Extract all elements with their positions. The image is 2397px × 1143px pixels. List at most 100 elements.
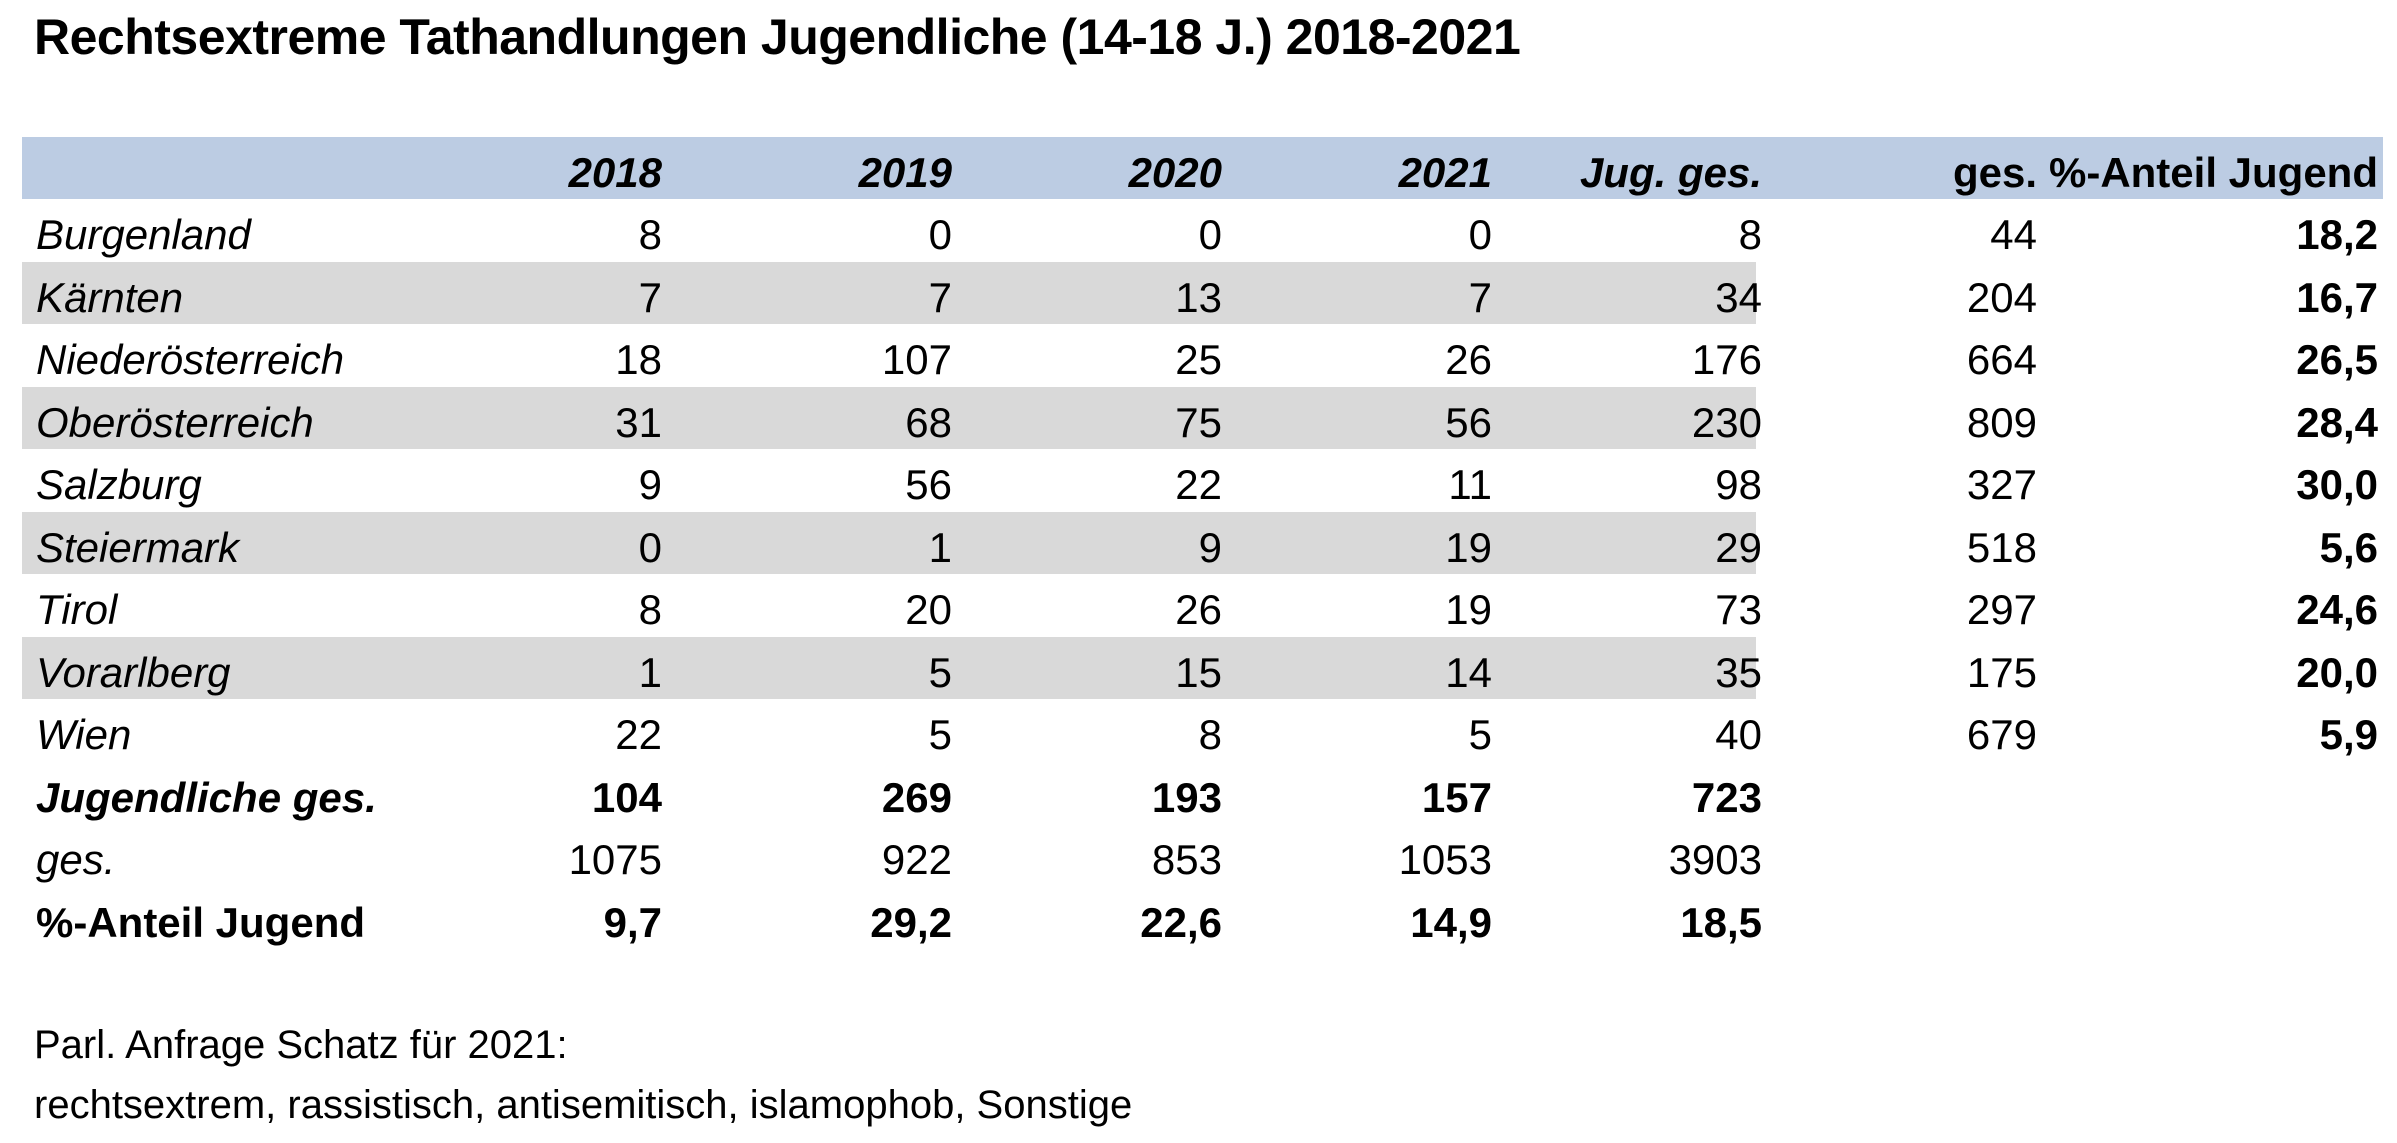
cell-2018: 104 bbox=[591, 773, 662, 821]
cell-jug-ges: 35 bbox=[1715, 648, 1762, 696]
column-header-2021: 2021 bbox=[1398, 149, 1492, 196]
cell-jug-ges: 40 bbox=[1715, 711, 1762, 758]
cell-anteil: 5,9 bbox=[2319, 711, 2378, 758]
cell-ges: 297 bbox=[1966, 586, 2037, 633]
cell-jug-ges: 29 bbox=[1715, 523, 1762, 571]
row-label: Oberösterreich bbox=[36, 398, 314, 446]
cell-ges: 204 bbox=[1966, 273, 2037, 321]
cell-2019: 269 bbox=[881, 773, 952, 821]
cell-2021: 26 bbox=[1445, 336, 1492, 383]
total-row-jugendliche: Jugendliche ges. 104 269 193 157 723 bbox=[22, 762, 2383, 825]
row-label: Tirol bbox=[36, 586, 118, 633]
cell-anteil: 28,4 bbox=[2296, 398, 2378, 446]
row-shade-band bbox=[22, 261, 1756, 324]
cell-ges: 44 bbox=[1990, 211, 2037, 258]
cell-anteil: 30,0 bbox=[2296, 461, 2378, 508]
row-label: Wien bbox=[36, 711, 132, 758]
cell-2020: 25 bbox=[1175, 336, 1222, 383]
cell-jug-ges: 98 bbox=[1715, 461, 1762, 508]
cell-2019: 68 bbox=[905, 398, 952, 446]
cell-2020: 8 bbox=[1198, 711, 1222, 758]
cell-2021: 0 bbox=[1468, 211, 1492, 258]
cell-2021: 19 bbox=[1445, 523, 1492, 571]
column-header-anteil: %-Anteil Jugend bbox=[2048, 149, 2378, 196]
cell-anteil: 16,7 bbox=[2296, 273, 2378, 321]
table-row: Tirol 8 20 26 19 73 297 24,6 bbox=[22, 574, 2383, 637]
cell-jug-ges: 230 bbox=[1691, 398, 1762, 446]
cell-2021: 19 bbox=[1445, 586, 1492, 633]
row-label: Burgenland bbox=[36, 211, 251, 258]
cell-2018: 8 bbox=[638, 586, 662, 633]
row-label: ges. bbox=[36, 836, 116, 883]
cell-2019: 20 bbox=[905, 586, 952, 633]
cell-jug-ges: 73 bbox=[1715, 586, 1762, 633]
cell-2020: 9 bbox=[1198, 523, 1222, 571]
column-header-ges: ges. bbox=[1952, 149, 2037, 196]
cell-jug-ges: 18,5 bbox=[1680, 898, 1762, 946]
cell-2019: 56 bbox=[905, 461, 952, 508]
cell-anteil: 24,6 bbox=[2296, 586, 2378, 633]
table-row: Vorarlberg 1 5 15 14 35 175 20,0 bbox=[22, 636, 2383, 699]
footnote-source: Parl. Anfrage Schatz für 2021: bbox=[34, 1023, 568, 1067]
column-header-jug-ges: Jug. ges. bbox=[1579, 149, 1762, 196]
row-label: %-Anteil Jugend bbox=[36, 898, 366, 946]
cell-2018: 8 bbox=[638, 211, 662, 258]
row-label: Kärnten bbox=[36, 273, 184, 321]
cell-2021: 56 bbox=[1445, 398, 1492, 446]
row-label: Steiermark bbox=[36, 523, 240, 571]
cell-ges: 679 bbox=[1966, 711, 2037, 758]
row-label: Jugendliche ges. bbox=[36, 773, 377, 821]
cell-2021: 5 bbox=[1468, 711, 1492, 758]
cell-2021: 157 bbox=[1421, 773, 1492, 821]
cell-2020: 15 bbox=[1175, 648, 1222, 696]
cell-anteil: 5,6 bbox=[2319, 523, 2378, 571]
cell-2018: 0 bbox=[638, 523, 662, 571]
row-shade-band bbox=[22, 636, 1756, 699]
cell-2020: 13 bbox=[1175, 273, 1222, 321]
cell-2018: 1075 bbox=[568, 836, 662, 883]
row-label: Vorarlberg bbox=[36, 648, 231, 696]
table-row: Oberösterreich 31 68 75 56 230 809 28,4 bbox=[22, 386, 2383, 449]
cell-jug-ges: 723 bbox=[1691, 773, 1762, 821]
cell-2020: 0 bbox=[1198, 211, 1222, 258]
cell-2020: 26 bbox=[1175, 586, 1222, 633]
cell-2020: 22,6 bbox=[1140, 898, 1222, 946]
cell-2019: 1 bbox=[928, 523, 952, 571]
cell-2019: 0 bbox=[928, 211, 952, 258]
cell-anteil: 18,2 bbox=[2296, 211, 2378, 258]
cell-ges: 518 bbox=[1966, 523, 2037, 571]
cell-2018: 31 bbox=[615, 398, 662, 446]
header-band bbox=[22, 137, 2383, 199]
cell-2021: 14 bbox=[1445, 648, 1492, 696]
column-header-2018: 2018 bbox=[568, 149, 662, 196]
cell-2021: 14,9 bbox=[1410, 898, 1492, 946]
row-label: Salzburg bbox=[36, 461, 202, 508]
cell-2018: 22 bbox=[615, 711, 662, 758]
cell-jug-ges: 34 bbox=[1715, 273, 1762, 321]
column-header-2020: 2020 bbox=[1128, 149, 1222, 196]
table-row: Wien 22 5 8 5 40 679 5,9 bbox=[22, 699, 2383, 762]
cell-2018: 9 bbox=[638, 461, 662, 508]
total-row-anteil: %-Anteil Jugend 9,7 29,2 22,6 14,9 18,5 bbox=[22, 887, 2383, 950]
cell-2020: 193 bbox=[1151, 773, 1222, 821]
cell-2020: 75 bbox=[1175, 398, 1222, 446]
row-shade-band bbox=[22, 386, 1756, 449]
cell-2019: 922 bbox=[881, 836, 952, 883]
cell-ges: 809 bbox=[1966, 398, 2037, 446]
cell-2021: 1053 bbox=[1398, 836, 1492, 883]
row-shade-band bbox=[22, 511, 1756, 574]
table-row: Salzburg 9 56 22 11 98 327 30,0 bbox=[22, 449, 2383, 512]
cell-2019: 107 bbox=[881, 336, 952, 383]
cell-2021: 11 bbox=[1448, 461, 1492, 508]
cell-ges: 175 bbox=[1966, 648, 2037, 696]
total-row-gesamt: ges. 1075 922 853 1053 3903 bbox=[22, 824, 2383, 887]
cell-anteil: 26,5 bbox=[2296, 336, 2378, 383]
cell-2019: 29,2 bbox=[870, 898, 952, 946]
cell-jug-ges: 8 bbox=[1738, 211, 1762, 258]
table-row: Steiermark 0 1 9 19 29 518 5,6 bbox=[22, 511, 2383, 574]
cell-2020: 853 bbox=[1151, 836, 1222, 883]
cell-2018: 18 bbox=[615, 336, 662, 383]
footnote-categories: rechtsextrem, rassistisch, antisemitisch… bbox=[34, 1083, 1133, 1127]
cell-ges: 664 bbox=[1966, 336, 2037, 383]
cell-2020: 22 bbox=[1175, 461, 1222, 508]
